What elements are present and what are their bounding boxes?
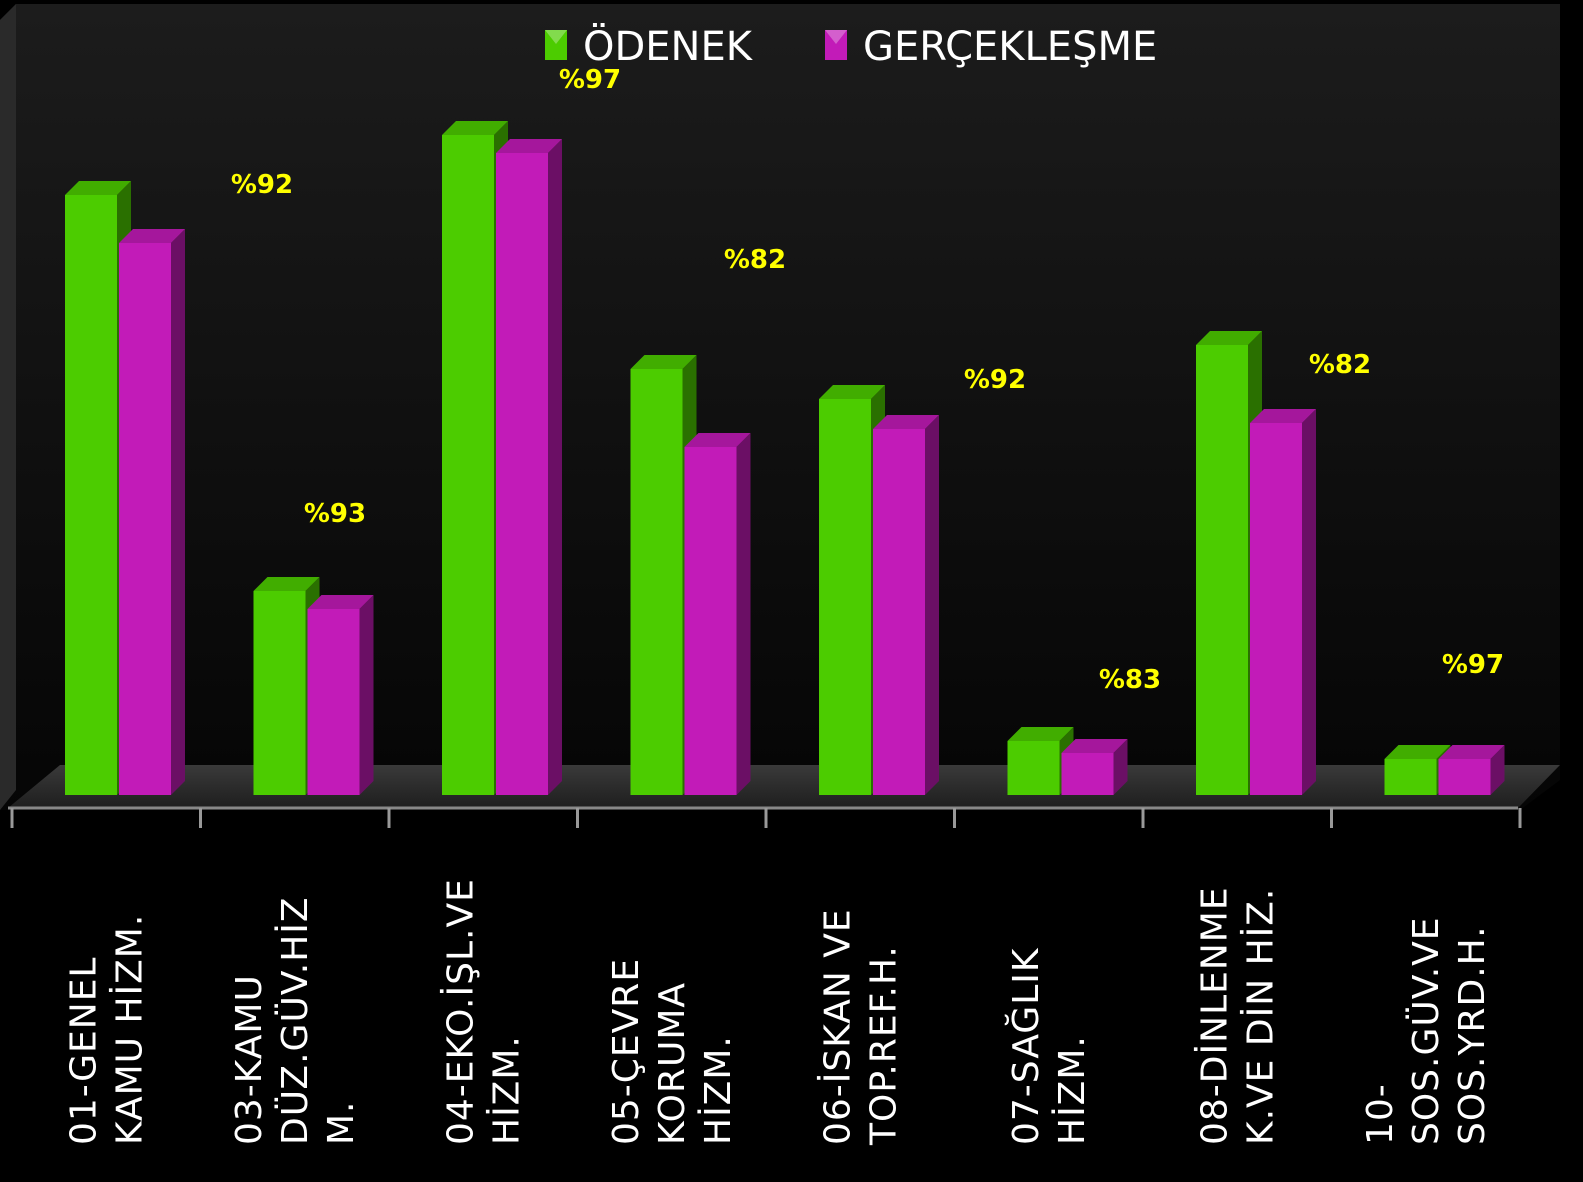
bar-top <box>819 385 885 399</box>
bar-top <box>873 415 939 429</box>
bar-top <box>1061 739 1128 753</box>
bar-front <box>1007 741 1060 795</box>
bar-front <box>307 609 360 795</box>
bar-front <box>630 369 683 795</box>
bar-side <box>1302 409 1316 795</box>
bar-front <box>1196 345 1248 795</box>
category-label-line: SOS.GÜV.VE <box>1405 916 1447 1145</box>
legend-label: ÖDENEK <box>583 22 754 70</box>
bar-gerceklesme-3 <box>496 139 562 795</box>
legend-label: GERÇEKLEŞME <box>863 24 1157 70</box>
bar-front <box>684 447 737 795</box>
bar-gerceklesme-8 <box>1438 745 1505 795</box>
plot-area <box>0 4 1560 810</box>
bar-top <box>119 229 185 243</box>
bar-front <box>1250 423 1302 795</box>
bar-side <box>1490 745 1505 795</box>
category-label-line: 08-DİNLENME <box>1193 886 1235 1145</box>
bar-front <box>496 153 548 795</box>
category-label-line: 06-İSKAN VE <box>816 908 858 1145</box>
category-label-line: 10- <box>1360 1083 1401 1145</box>
category-label-line: 04-EKO.İŞL.VE <box>439 878 481 1145</box>
category-label-line: DÜZ.GÜV.HİZ <box>274 896 316 1145</box>
legend-item-gerceklesme: GERÇEKLEŞME <box>825 24 1157 70</box>
bar-gerceklesme-5 <box>873 415 939 795</box>
category-label-line: M. <box>321 1100 362 1145</box>
bar-front <box>442 135 494 795</box>
category-label-1: 01-GENEL KAMU HİZM. <box>63 914 150 1145</box>
legend-swatch-marker <box>825 30 847 44</box>
bar-gerceklesme-2 <box>307 595 374 795</box>
bar-side <box>171 229 185 795</box>
category-label-line: 03-KAMU <box>229 974 270 1145</box>
category-label-line: 05-ÇEVRE <box>606 958 647 1145</box>
category-label-line: KORUMA <box>652 982 693 1145</box>
percentage-label: %92 <box>964 365 1026 395</box>
bar-top <box>253 577 320 591</box>
percentage-label: %97 <box>1442 650 1504 680</box>
bar-top <box>496 139 562 153</box>
bar-gerceklesme-6 <box>1061 739 1128 795</box>
bar-side <box>925 415 939 795</box>
bar-side <box>736 433 751 795</box>
bar-gerceklesme-7 <box>1250 409 1316 795</box>
legend-swatch <box>825 30 847 60</box>
bar-side <box>548 139 562 795</box>
bar-front <box>253 591 306 795</box>
bar-top <box>630 355 697 369</box>
bar-top <box>1384 745 1451 759</box>
bar-top <box>65 181 131 195</box>
bar-gerceklesme-4 <box>684 433 751 795</box>
bar-top <box>684 433 751 447</box>
percentage-label: %97 <box>559 65 621 95</box>
bar-top <box>307 595 374 609</box>
category-label-line: K.VE DİN HİZ. <box>1239 888 1281 1145</box>
bar-top <box>1196 331 1262 345</box>
category-label-4: 05-ÇEVRE KORUMA HİZM. <box>606 958 739 1145</box>
category-label-line: HİZM. <box>697 1035 739 1145</box>
bar-front <box>1438 759 1491 795</box>
legend-item-odenek: ÖDENEK <box>545 22 754 70</box>
category-label-8: 10- SOS.GÜV.VE SOS.YRD.H. <box>1360 916 1493 1145</box>
bar-front <box>873 429 925 795</box>
legend-swatch <box>545 30 567 60</box>
bar-side <box>359 595 374 795</box>
bar-front <box>1384 759 1437 795</box>
category-label-6: 07-SAĞLIK HİZM. <box>1005 947 1093 1145</box>
category-label-5: 06-İSKAN VE TOP.REF.H. <box>816 908 904 1146</box>
bar-front <box>119 243 171 795</box>
bar-front <box>1061 753 1114 795</box>
category-label-line: KAMU HİZM. <box>108 914 150 1145</box>
category-label-3: 04-EKO.İŞL.VE HİZM. <box>439 878 527 1145</box>
percentage-label: %83 <box>1099 665 1161 695</box>
percentage-label: %92 <box>231 170 293 200</box>
bar-top <box>1250 409 1316 423</box>
back-wall-side <box>0 4 16 810</box>
percentage-label: %82 <box>1309 350 1371 380</box>
category-label-line: HİZM. <box>485 1035 527 1145</box>
bar-top <box>1438 745 1505 759</box>
legend-swatch-marker <box>545 30 567 44</box>
category-label-7: 08-DİNLENME K.VE DİN HİZ. <box>1193 886 1281 1145</box>
category-label-line: 07-SAĞLIK <box>1005 947 1047 1145</box>
category-label-line: 01-GENEL <box>63 957 104 1146</box>
bar-top <box>442 121 508 135</box>
bar-side <box>1113 739 1128 795</box>
bar-front <box>819 399 871 795</box>
category-label-line: TOP.REF.H. <box>863 945 904 1146</box>
percentage-label: %93 <box>304 499 366 529</box>
bar-front <box>65 195 117 795</box>
floor <box>8 765 1560 808</box>
category-label-line: HİZM. <box>1051 1035 1093 1145</box>
percentage-label: %82 <box>724 245 786 275</box>
category-label-line: SOS.YRD.H. <box>1452 925 1493 1145</box>
bar-top <box>1007 727 1074 741</box>
category-label-2: 03-KAMU DÜZ.GÜV.HİZ M. <box>229 896 362 1145</box>
bar-gerceklesme-1 <box>119 229 185 795</box>
